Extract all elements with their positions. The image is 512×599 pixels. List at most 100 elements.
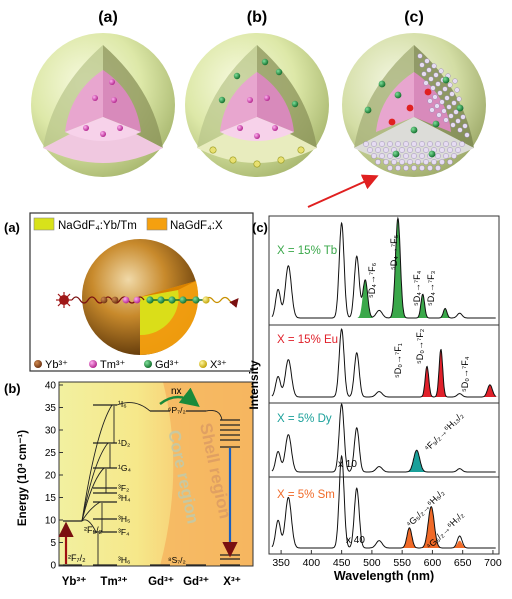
shell-x-ion bbox=[403, 141, 409, 147]
shell-x-ion bbox=[423, 80, 429, 86]
ion-legend-x: X³⁺ bbox=[210, 359, 227, 371]
shell-x-ion bbox=[427, 141, 433, 147]
shell-x-ion bbox=[436, 112, 442, 118]
gd-levels bbox=[150, 410, 206, 566]
shell-x-ion bbox=[407, 147, 413, 153]
energy-tick-label: 20 bbox=[45, 471, 57, 482]
shell-x-ion bbox=[383, 159, 389, 165]
shell-x-ion bbox=[415, 159, 421, 165]
yb-levels bbox=[63, 520, 82, 566]
top-label-a: (a) bbox=[98, 9, 118, 26]
energy-y-ticks: 0 5 10 15 20 25 30 35 40 bbox=[45, 381, 63, 572]
energy-panel: (b) Energy (10³ cm⁻¹) 0 5 10 15 20 25 30 35 40 ²… bbox=[4, 381, 254, 588]
shell-x-ion bbox=[455, 147, 461, 153]
legend-core-label: NaGdF₄:Yb/Tm bbox=[58, 220, 137, 232]
shell-x-ion bbox=[444, 95, 450, 101]
shell-x-ion bbox=[448, 113, 454, 119]
svg-text:³F₄: ³F₄ bbox=[118, 527, 130, 537]
shell-x-ion bbox=[387, 165, 393, 171]
svg-text:Tm³⁺: Tm³⁺ bbox=[100, 576, 127, 588]
shell-x-ion bbox=[417, 53, 423, 59]
shell-x-ion bbox=[371, 141, 377, 147]
shell-x-ion bbox=[387, 141, 393, 147]
shell-x-ion bbox=[411, 141, 417, 147]
sphere-b-tm-ions bbox=[237, 95, 278, 139]
energy-tick-label: 35 bbox=[45, 403, 57, 414]
sm-scale-label: x 40 bbox=[346, 535, 365, 546]
shell-x-ion bbox=[423, 147, 429, 153]
shell-x-ion bbox=[441, 108, 447, 114]
spectra-tick-label: 350 bbox=[272, 557, 290, 569]
energy-ion-labels: Yb³⁺ Tm³⁺ Gd³⁺ Gd³⁺ X³⁺ bbox=[62, 576, 241, 588]
series-label-tb: X = 15% Tb bbox=[277, 245, 337, 257]
shell-x-ion bbox=[427, 98, 433, 104]
spectra-x-ticks: 350 400 450 500 550 600 650 700 bbox=[272, 550, 502, 569]
spectra-panel: (c) Intensity Wavelength (nm) 350 400 450 5… bbox=[247, 215, 502, 583]
shell-x-ion bbox=[426, 67, 432, 73]
shell-x-ion bbox=[439, 147, 445, 153]
shell-x-ion bbox=[424, 58, 430, 64]
shell-x-ion bbox=[411, 153, 417, 159]
shell-x-ion bbox=[447, 147, 453, 153]
ion-legend-gd: Gd³⁺ bbox=[155, 359, 179, 371]
shell-x-ion bbox=[457, 127, 463, 133]
structure-panel-label: (a) bbox=[4, 220, 20, 235]
sphere-core-only bbox=[31, 33, 175, 177]
energy-tick-label: 0 bbox=[50, 561, 56, 572]
shell-x-ion bbox=[429, 107, 435, 113]
shell-x-ion bbox=[423, 159, 429, 165]
shell-x-ion bbox=[462, 123, 468, 129]
svg-text:¹I₆: ¹I₆ bbox=[118, 399, 127, 409]
tm-upconversion-arrows bbox=[81, 404, 115, 565]
shell-x-ion bbox=[411, 165, 417, 171]
shell-x-ion bbox=[454, 87, 460, 93]
energy-y-axis-label: Energy (10³ cm⁻¹) bbox=[17, 430, 29, 526]
shell-x-ion bbox=[450, 122, 456, 128]
shell-x-ion bbox=[432, 94, 438, 100]
spectrum-dy bbox=[271, 403, 496, 473]
spectra-tick-label: 400 bbox=[303, 557, 321, 569]
tm-level-labels: ¹I₆ ¹D₂ ¹G₄ ³F₂ ³H₄ ³H₅ ³F₄ ³H₆ bbox=[118, 399, 131, 565]
svg-text:³H₄: ³H₄ bbox=[118, 493, 131, 503]
shell-x-ion bbox=[399, 159, 405, 165]
svg-text:³H₆: ³H₆ bbox=[118, 555, 130, 565]
spectra-tick-label: 450 bbox=[333, 557, 351, 569]
spectrum-sm bbox=[271, 454, 496, 549]
svg-text:⁵D₄→⁷F₄: ⁵D₄→⁷F₄ bbox=[412, 270, 422, 306]
energy-tick-label: 25 bbox=[45, 448, 57, 459]
spectrum-tb bbox=[271, 216, 496, 319]
shell-x-ion bbox=[460, 114, 466, 120]
shell-x-ion bbox=[452, 78, 458, 84]
shell-x-ion bbox=[371, 153, 377, 159]
ion-legend-tm: Tm³⁺ bbox=[100, 359, 126, 371]
spectra-tick-label: 600 bbox=[424, 557, 442, 569]
shell-x-ion bbox=[407, 159, 413, 165]
gd-excited-label: ⁶P₇/₂ bbox=[168, 405, 186, 415]
svg-text:¹D₂: ¹D₂ bbox=[118, 438, 130, 448]
sphere-b-gd-ions bbox=[218, 58, 299, 108]
shell-x-ion bbox=[431, 159, 437, 165]
spectrum-eu bbox=[271, 328, 498, 398]
sphere-c-core-ions bbox=[364, 76, 464, 158]
shell-x-ion bbox=[403, 153, 409, 159]
shell-x-ion bbox=[403, 165, 409, 171]
shell-x-ion bbox=[451, 153, 457, 159]
energy-tick-label: 10 bbox=[45, 516, 57, 527]
shell-x-ion bbox=[419, 62, 425, 68]
migration-label: nx bbox=[171, 386, 182, 397]
gd-migration-arrow bbox=[159, 387, 200, 407]
gd-ground-label: ⁸S₇/₂ bbox=[168, 555, 186, 565]
svg-text:⁵D₄→⁷F₃: ⁵D₄→⁷F₃ bbox=[426, 270, 436, 306]
shell-x-ion bbox=[447, 159, 453, 165]
top-label-c: (c) bbox=[404, 9, 424, 26]
shell-x-ion bbox=[464, 132, 470, 138]
shell-x-ion bbox=[375, 147, 381, 153]
svg-text:Gd³⁺: Gd³⁺ bbox=[183, 576, 209, 588]
svg-text:⁵D₀→⁷F₂: ⁵D₀→⁷F₂ bbox=[415, 328, 425, 364]
legend-shell-swatch bbox=[146, 217, 168, 231]
shell-x-ion bbox=[455, 118, 461, 124]
shell-x-ion bbox=[419, 141, 425, 147]
shell-x-ion bbox=[428, 76, 434, 82]
yb-ground-label: ²F₇/₂ bbox=[68, 553, 86, 563]
